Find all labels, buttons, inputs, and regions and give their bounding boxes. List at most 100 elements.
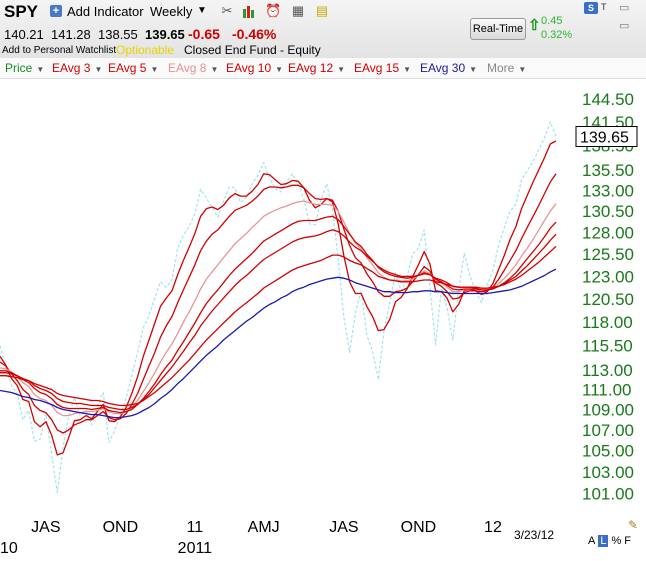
legend-label: EAvg 10	[226, 61, 272, 75]
up-arrow-icon: ⇧	[528, 17, 541, 34]
y-tick-label: 101.00	[582, 485, 634, 504]
x-tick-label: AMJ	[248, 519, 280, 536]
dropdown-arrow-icon[interactable]: ▼	[337, 65, 346, 74]
t-button[interactable]: T	[601, 2, 607, 12]
series-line-eavg-12	[0, 229, 557, 411]
close-value: 139.65	[145, 27, 185, 42]
legend-item-eavg-3[interactable]: EAvg 3 ▼	[52, 61, 102, 75]
legend-label: Price	[5, 61, 33, 75]
s-button[interactable]: S	[584, 2, 598, 14]
legend-label: EAvg 12	[288, 61, 334, 75]
legend-item-eavg-5[interactable]: EAvg 5 ▼	[108, 61, 158, 75]
x-year-label: 2011	[178, 540, 213, 557]
alarm-clock-icon[interactable]: ⏰	[265, 3, 282, 18]
y-tick-label: 125.50	[582, 245, 634, 264]
scale-toggles: A L% F	[588, 535, 634, 547]
y-tick-label: 118.00	[582, 313, 633, 332]
open-value: 140.21	[4, 27, 44, 42]
x-tick-label: JAS	[329, 519, 358, 536]
symbol-label[interactable]: SPY	[4, 2, 39, 21]
legend-label: EAvg 5	[108, 61, 147, 75]
chart-header-toolbar: SPY + Add Indicator Weekly ▼ ✂ ⏰ ▦ ▤ 140…	[0, 0, 646, 59]
current-price-label: 139.65	[580, 130, 629, 147]
toggle-a[interactable]: A	[588, 535, 596, 547]
dropdown-arrow-icon[interactable]: ▼	[210, 65, 219, 74]
x-tick-label: OND	[103, 519, 139, 536]
x-tick-label: JAS	[31, 519, 60, 536]
series-line-price	[0, 121, 557, 493]
y-tick-label: 109.00	[582, 401, 634, 420]
optionable-label: Optionable	[116, 43, 175, 57]
realtime-change: 0.45	[541, 15, 563, 27]
pencil-icon[interactable]: ✎	[628, 518, 639, 532]
legend-item-eavg-8[interactable]: EAvg 8 ▼	[168, 61, 218, 75]
legend-item-eavg-15[interactable]: EAvg 15 ▼	[354, 61, 411, 75]
indicator-legend-bar: Price ▼ EAvg 3 ▼ EAvg 5 ▼ EAvg 8 ▼ EAvg 10 ▼ EAvg …	[0, 58, 646, 79]
legend-item-eavg-30[interactable]: EAvg 30 ▼	[420, 61, 477, 75]
y-tick-label: 115.50	[582, 337, 633, 356]
y-tick-label: 120.50	[582, 290, 634, 309]
legend-label: EAvg 3	[52, 61, 91, 75]
add-indicator-button[interactable]: Add Indicator	[67, 4, 144, 19]
legend-label: EAvg 30	[420, 61, 466, 75]
dropdown-arrow-icon[interactable]: ▼	[518, 65, 527, 74]
plus-icon[interactable]: +	[50, 5, 62, 17]
realtime-button[interactable]: Real-Time	[470, 18, 526, 40]
chart-date-label: 3/23/12	[514, 528, 555, 542]
high-value: 141.28	[51, 27, 91, 42]
y-tick-label: 107.00	[582, 421, 634, 440]
toggle-f[interactable]: F	[624, 535, 631, 547]
legend-label: EAvg 15	[354, 61, 400, 75]
series-line-eavg-8	[0, 200, 557, 417]
tools-icon[interactable]: ✂	[221, 3, 233, 18]
x-tick-label: 11	[187, 519, 204, 536]
change-value: -0.65	[188, 26, 220, 42]
y-tick-label: 105.00	[582, 442, 634, 461]
price-chart: 144.50141.50138.50135.50133.00130.50128.…	[0, 90, 638, 557]
minimize-icon[interactable]: ▭	[619, 2, 630, 14]
y-tick-label: 135.50	[582, 161, 634, 180]
y-tick-label: 130.50	[582, 202, 634, 221]
series-line-eavg-10	[0, 215, 557, 414]
change-percent: -0.46%	[232, 26, 277, 42]
y-tick-label: 128.00	[582, 223, 634, 242]
toggle-l[interactable]: L	[598, 535, 609, 547]
grid-icon[interactable]: ▦	[291, 3, 305, 18]
dropdown-arrow-icon[interactable]: ▼	[403, 65, 412, 74]
dropdown-arrow-icon[interactable]: ▼	[150, 65, 159, 74]
restore-icon[interactable]: ▭	[619, 20, 630, 32]
dropdown-arrow-icon[interactable]: ▼	[469, 65, 478, 74]
y-tick-label: 113.00	[582, 361, 633, 380]
toggle-percent[interactable]: %	[611, 535, 622, 547]
series-line-eavg-30	[0, 268, 557, 419]
y-tick-label: 103.00	[582, 463, 634, 482]
x-tick-label: OND	[401, 519, 437, 536]
dropdown-arrow-icon[interactable]: ▼	[36, 65, 45, 74]
legend-label: EAvg 8	[168, 61, 207, 75]
dropdown-arrow-icon[interactable]: ▼	[94, 65, 103, 74]
y-tick-label: 133.00	[582, 181, 634, 200]
legend-item-more[interactable]: More ▼	[487, 61, 526, 75]
fund-type-label: Closed End Fund - Equity	[184, 43, 321, 57]
current-price-box	[575, 126, 638, 148]
legend-item-eavg-12[interactable]: EAvg 12 ▼	[288, 61, 345, 75]
y-tick-label: 123.00	[582, 267, 634, 286]
bar-chart-icon[interactable]	[241, 3, 257, 19]
note-icon[interactable]: ▤	[315, 3, 329, 18]
x-year-label: 10	[0, 540, 18, 557]
y-tick-label: 111.00	[582, 380, 631, 399]
legend-label: More	[487, 61, 515, 75]
add-watchlist-link[interactable]: Add to Personal Watchlist	[2, 45, 117, 56]
period-select[interactable]: Weekly	[150, 4, 193, 19]
dropdown-arrow-icon[interactable]: ▼	[197, 5, 207, 16]
series-line-eavg-5	[0, 173, 557, 434]
legend-item-eavg-10[interactable]: EAvg 10 ▼	[226, 61, 283, 75]
low-value: 138.55	[98, 27, 138, 42]
x-tick-label: 12	[484, 519, 502, 536]
dropdown-arrow-icon[interactable]: ▼	[275, 65, 284, 74]
series-line-eavg-15	[0, 245, 557, 407]
legend-item-price[interactable]: Price ▼	[5, 61, 44, 75]
realtime-change-percent: 0.32%	[541, 29, 573, 41]
ohlc-values: 140.21 141.28 138.55 139.65	[4, 27, 185, 42]
y-tick-label: 144.50	[582, 90, 634, 109]
